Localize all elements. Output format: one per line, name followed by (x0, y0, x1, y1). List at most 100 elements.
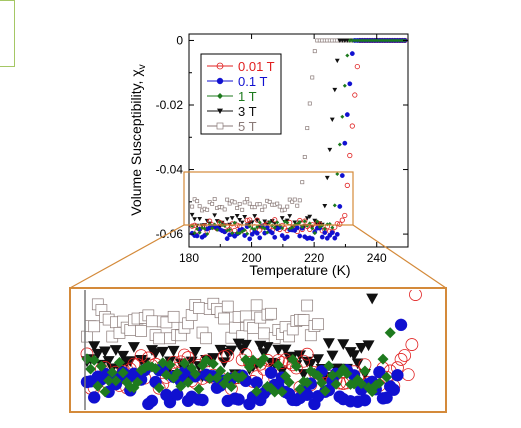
data-point (292, 220, 298, 225)
data-point (189, 212, 195, 218)
data-point (267, 199, 272, 204)
data-point (232, 220, 237, 225)
inset-data-point (163, 395, 177, 409)
data-point (329, 117, 335, 122)
inset-data-point (355, 342, 368, 354)
inset-data-point (366, 293, 379, 305)
inset-data-point (326, 350, 339, 362)
data-point (232, 227, 238, 234)
inset-data-point (175, 380, 187, 392)
inset-data-point (391, 369, 404, 382)
data-point (212, 213, 218, 218)
data-point (334, 221, 340, 227)
inset-data-point (103, 375, 115, 387)
inset-data-point (189, 347, 202, 358)
data-point (334, 231, 340, 237)
inset-data-point (99, 346, 112, 358)
inset-data-point (294, 383, 306, 395)
inset-data-point (405, 338, 419, 351)
inset-series-5-t (81, 100, 342, 345)
data-point (344, 182, 350, 188)
data-point (292, 197, 297, 202)
inset-data-point (300, 347, 314, 361)
data-point (322, 204, 328, 209)
inset-data-point (355, 378, 367, 390)
data-point (225, 197, 230, 202)
y-tick-label: -0.06 (156, 227, 184, 241)
inset-data-point (413, 243, 425, 255)
data-point (297, 220, 302, 225)
data-point (297, 198, 302, 203)
data-point (307, 221, 312, 226)
data-point (235, 205, 240, 210)
data-point (205, 207, 210, 212)
data-point (304, 216, 310, 221)
zoom-connector-right (352, 224, 447, 289)
inset-data-point (394, 318, 408, 332)
inset-data-point (251, 385, 263, 397)
data-point (220, 205, 225, 210)
data-point (190, 204, 195, 209)
inset-data-point (117, 367, 129, 379)
data-point (242, 233, 248, 238)
legend-marker (216, 62, 224, 70)
inset-data-point (290, 360, 302, 372)
data-point (294, 225, 300, 231)
data-point (234, 213, 240, 219)
data-point (340, 114, 345, 119)
inset-data-point (102, 356, 115, 367)
inset-data-point (301, 299, 314, 312)
inset-data-point (88, 320, 101, 333)
data-point (309, 236, 315, 242)
inset-data-point (200, 332, 212, 345)
inset-data-point (269, 386, 281, 398)
inset-data-point (362, 340, 375, 352)
data-point (392, 38, 397, 43)
data-point (227, 227, 232, 232)
data-point (195, 226, 200, 231)
inset-data-point (236, 370, 248, 382)
inset-data-point (417, 189, 429, 201)
data-point (245, 197, 250, 202)
data-point (269, 230, 275, 236)
data-point (360, 38, 365, 43)
inset-data-point (276, 386, 288, 398)
inset-data-point (171, 388, 184, 401)
inset-data-point (264, 366, 278, 379)
data-point (310, 75, 315, 80)
x-tick-label: 220 (304, 251, 324, 265)
inset-data-point (331, 100, 342, 111)
data-point (352, 92, 358, 98)
inset-data-point (135, 325, 147, 337)
zoom-connector-left (69, 224, 185, 289)
corner-rule (14, 0, 15, 66)
data-point (305, 126, 310, 131)
data-point (365, 38, 370, 43)
inset-data-point (381, 371, 393, 383)
data-point (342, 212, 348, 219)
data-point (337, 204, 343, 209)
data-point (352, 38, 357, 43)
axis-ticks: 0 -0.02 -0.04 -0.06 180 200 220 240 (156, 33, 409, 265)
data-point (329, 230, 335, 236)
data-point (252, 227, 257, 232)
inset-data-point (196, 393, 209, 407)
data-point (210, 201, 215, 206)
inset-data-point (359, 365, 371, 377)
legend-label: 0.1 T (238, 74, 267, 89)
data-point (280, 226, 285, 231)
inset-data-point (156, 346, 169, 358)
inset-data-point (124, 324, 137, 336)
data-point (385, 38, 390, 43)
inset-frame (69, 287, 447, 413)
corner-rule (0, 0, 14, 1)
inset-data-point (157, 357, 169, 369)
inset-data-point (409, 290, 422, 301)
inset-data-point (81, 330, 93, 343)
inset-data-point (207, 358, 219, 370)
inset-data-point (167, 345, 180, 357)
inset-data-point (149, 348, 162, 359)
data-point (197, 216, 203, 222)
data-point (290, 199, 295, 204)
